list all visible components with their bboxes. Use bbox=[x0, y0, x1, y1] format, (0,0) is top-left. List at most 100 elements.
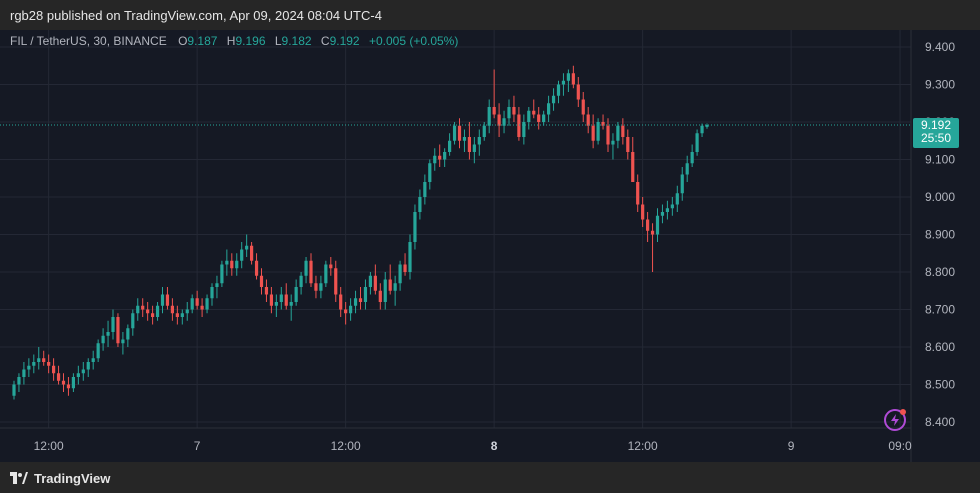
chart-background bbox=[0, 30, 980, 462]
candle-body bbox=[373, 275, 377, 291]
candle-body bbox=[155, 305, 160, 317]
candle-body bbox=[205, 298, 209, 310]
tradingview-logo[interactable]: TradingView bbox=[10, 470, 110, 486]
candle-body bbox=[626, 137, 630, 152]
chart-area[interactable]: 8.400 8.500 8.600 8.700 8.800 8.900 9.000 9.100… bbox=[0, 30, 980, 462]
candle-body bbox=[319, 283, 323, 291]
time-tick-label: 7 bbox=[194, 439, 201, 453]
price-tick-label: 8.700 bbox=[925, 303, 955, 317]
candle-body bbox=[413, 212, 417, 242]
candle-body bbox=[611, 140, 615, 145]
candle-body bbox=[660, 212, 665, 216]
candle-body bbox=[586, 114, 590, 126]
candle-body bbox=[680, 174, 684, 194]
price-axis[interactable]: 8.400 8.500 8.600 8.700 8.800 8.900 9.000 9.100… bbox=[925, 40, 955, 429]
candle-body bbox=[334, 268, 338, 295]
candle-body bbox=[462, 137, 467, 141]
candle-body bbox=[66, 384, 71, 389]
candle-body bbox=[200, 305, 204, 310]
price-badge-countdown: 25:50 bbox=[921, 131, 951, 145]
candle-body bbox=[27, 365, 31, 370]
candle-body bbox=[571, 73, 575, 85]
candle-body bbox=[195, 298, 199, 306]
candle-body bbox=[556, 84, 561, 96]
candle-body bbox=[438, 155, 442, 160]
candle-body bbox=[230, 260, 234, 269]
candle-body bbox=[349, 305, 353, 314]
candle-body bbox=[398, 264, 402, 284]
candle-body bbox=[151, 313, 155, 317]
candle-body bbox=[641, 204, 645, 220]
candle-body bbox=[160, 294, 165, 306]
candle-body bbox=[695, 133, 699, 152]
candle-body bbox=[616, 125, 620, 141]
candle-body bbox=[269, 294, 273, 306]
low-label: L bbox=[275, 34, 282, 48]
candle-body bbox=[566, 73, 570, 81]
candle-body bbox=[527, 110, 531, 122]
change-value: +0.005 (+0.05%) bbox=[369, 34, 458, 48]
candle-body bbox=[126, 328, 130, 340]
candle-body bbox=[433, 155, 437, 164]
candle-body bbox=[225, 260, 229, 265]
candle-body bbox=[324, 264, 328, 284]
candle-body bbox=[121, 339, 125, 344]
candle-body bbox=[314, 283, 318, 291]
candle-body bbox=[482, 125, 486, 137]
publish-header: rgb28 published on TradingView.com, Apr … bbox=[0, 0, 980, 30]
candle-body bbox=[561, 80, 566, 85]
candle-body bbox=[136, 305, 140, 314]
candle-body bbox=[452, 125, 457, 141]
candle-body bbox=[344, 309, 348, 314]
candle-body bbox=[284, 294, 288, 306]
candle-body bbox=[12, 384, 16, 396]
candle-body bbox=[621, 125, 625, 137]
candle-body bbox=[81, 369, 85, 374]
candle-body bbox=[418, 197, 422, 212]
candle-body bbox=[353, 298, 358, 306]
tradingview-logo-icon bbox=[10, 472, 28, 484]
candle-body bbox=[655, 215, 660, 235]
grid-lines bbox=[0, 30, 911, 428]
candle-body bbox=[309, 260, 313, 284]
lightning-icon[interactable] bbox=[884, 409, 906, 431]
time-axis[interactable]: 12:00 7 12:00 8 12:00 9 09:0 bbox=[34, 439, 912, 453]
price-badge-background bbox=[913, 118, 959, 148]
candle-body bbox=[690, 152, 694, 164]
price-tick-label: 8.400 bbox=[925, 415, 955, 429]
candle-body bbox=[443, 152, 447, 160]
candle-body bbox=[185, 309, 189, 314]
candle-body bbox=[636, 182, 640, 205]
candle-body bbox=[596, 122, 600, 141]
candle-body bbox=[289, 302, 293, 306]
candle-body bbox=[522, 122, 526, 137]
candle-body bbox=[111, 317, 115, 332]
price-tick-label: 8.800 bbox=[925, 265, 955, 279]
price-tick-label: 9.400 bbox=[925, 40, 955, 54]
candle-body bbox=[517, 114, 521, 137]
candle-body bbox=[492, 107, 496, 115]
candle-body bbox=[32, 362, 36, 366]
candlestick-chart[interactable]: 8.400 8.500 8.600 8.700 8.800 8.900 9.000 9.100… bbox=[0, 30, 980, 462]
candle-body bbox=[190, 298, 194, 310]
candle-body bbox=[52, 365, 56, 374]
candle-body bbox=[551, 95, 556, 104]
price-tick-label: 9.100 bbox=[925, 153, 955, 167]
low-value: 9.182 bbox=[282, 34, 312, 48]
candle-body bbox=[106, 332, 110, 336]
candle-body bbox=[61, 380, 66, 385]
candle-body bbox=[497, 114, 501, 126]
candle-body bbox=[71, 377, 75, 389]
candle-body bbox=[388, 279, 392, 291]
high-value: 9.196 bbox=[235, 34, 265, 48]
candle-body bbox=[428, 163, 432, 182]
candle-body bbox=[363, 287, 368, 302]
candle-body bbox=[294, 287, 298, 302]
price-tick-label: 9.000 bbox=[925, 190, 955, 204]
candle-body bbox=[467, 137, 471, 152]
candle-body bbox=[76, 373, 80, 377]
candle-body bbox=[220, 264, 224, 284]
candle-body bbox=[487, 107, 491, 126]
candle-body bbox=[37, 358, 41, 362]
candle-body bbox=[507, 107, 511, 119]
